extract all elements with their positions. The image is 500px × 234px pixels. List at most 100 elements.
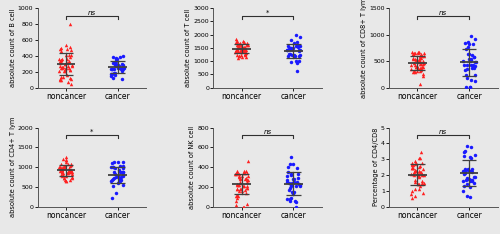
Point (56, 162, 64, 166)
Point (416, 175, 424, 179)
Point (118, 170, 126, 174)
Point (234, 194, 242, 197)
Point (108, 73, 116, 76)
Point (62, 158, 70, 161)
Point (67, 82, 75, 86)
Point (64, 162, 72, 166)
Point (242, 169, 250, 172)
Point (418, 172, 426, 176)
Point (465, 42, 473, 46)
Point (119, 173, 127, 176)
Point (467, 58, 475, 62)
Point (460, 167, 468, 171)
Point (418, 179, 426, 183)
Point (120, 174, 128, 178)
Point (66, 22, 74, 26)
Point (459, 169, 467, 172)
Point (118, 178, 126, 182)
Point (64, 65, 72, 68)
Point (242, 51, 250, 55)
Point (286, 186, 294, 189)
Y-axis label: absolute count of CD4+ T lym: absolute count of CD4+ T lym (10, 117, 16, 217)
Point (110, 160, 118, 163)
Point (418, 53, 426, 56)
Point (287, 196, 295, 200)
Point (233, 196, 241, 200)
Point (290, 54, 298, 57)
Point (68, 63, 76, 66)
Point (56, 61, 64, 65)
Point (414, 66, 422, 70)
Point (418, 183, 426, 186)
Point (110, 177, 118, 180)
Point (56, 165, 64, 169)
Point (240, 170, 248, 174)
Point (287, 48, 295, 51)
Point (283, 48, 291, 52)
Point (234, 187, 241, 191)
Point (57, 173, 65, 177)
Point (119, 161, 127, 164)
Point (237, 43, 245, 47)
Point (412, 63, 420, 66)
Point (241, 177, 249, 181)
Point (57, 78, 65, 82)
Text: *: * (266, 10, 269, 15)
Point (63, 61, 71, 65)
Point (408, 163, 416, 166)
Point (233, 39, 241, 43)
Point (413, 172, 421, 176)
Point (416, 156, 424, 160)
Point (290, 180, 298, 184)
Point (408, 172, 416, 176)
Point (113, 57, 121, 61)
Point (296, 49, 304, 53)
Point (236, 49, 244, 53)
Point (468, 53, 476, 57)
Point (464, 177, 472, 181)
Point (461, 169, 469, 173)
Point (286, 199, 294, 203)
Point (420, 61, 428, 65)
Point (296, 55, 304, 58)
Point (56, 167, 64, 171)
Point (110, 71, 118, 74)
Point (109, 76, 117, 80)
Point (286, 46, 294, 50)
Point (468, 145, 475, 149)
Point (59, 75, 67, 79)
Point (284, 170, 292, 174)
Point (243, 171, 251, 175)
Point (114, 66, 122, 70)
Point (410, 69, 418, 73)
Text: *: * (90, 129, 94, 135)
Point (287, 46, 295, 50)
Point (244, 42, 252, 46)
Point (234, 45, 242, 49)
Point (242, 184, 250, 188)
Point (464, 45, 472, 49)
Point (460, 154, 468, 158)
Point (290, 177, 298, 181)
Point (408, 163, 416, 167)
Point (234, 42, 242, 46)
Point (61, 178, 69, 181)
Point (294, 43, 302, 47)
Point (408, 166, 416, 170)
Point (244, 178, 252, 182)
Point (414, 173, 422, 177)
Point (470, 55, 478, 59)
Point (462, 73, 470, 77)
Point (66, 48, 74, 52)
Point (409, 166, 417, 170)
Point (236, 41, 244, 45)
Point (112, 175, 120, 179)
Point (287, 155, 295, 159)
Point (296, 35, 304, 39)
Point (56, 78, 64, 81)
Text: ns: ns (264, 129, 272, 135)
Point (469, 63, 477, 67)
Point (413, 69, 421, 72)
Point (60, 167, 68, 170)
Point (235, 189, 243, 193)
